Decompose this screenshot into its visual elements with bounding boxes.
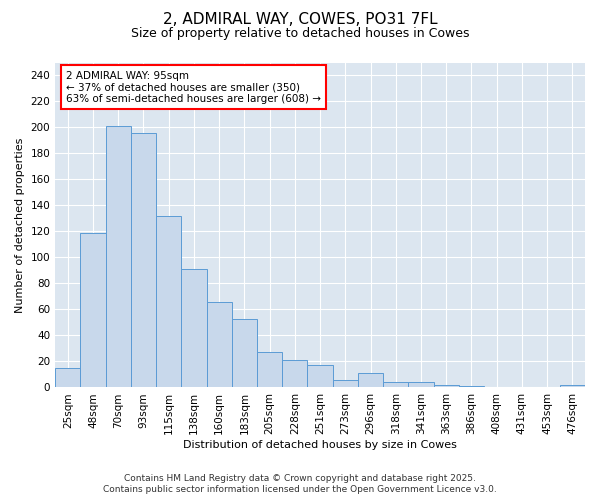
Bar	[80, 233, 106, 388]
Bar	[307, 366, 332, 388]
Bar	[282, 360, 307, 388]
Bar	[459, 386, 484, 388]
Bar	[257, 352, 282, 388]
Bar	[560, 385, 585, 388]
Bar	[55, 368, 80, 388]
Bar	[332, 380, 358, 388]
Text: 2 ADMIRAL WAY: 95sqm
← 37% of detached houses are smaller (350)
63% of semi-deta: 2 ADMIRAL WAY: 95sqm ← 37% of detached h…	[66, 70, 321, 104]
Text: Size of property relative to detached houses in Cowes: Size of property relative to detached ho…	[131, 28, 469, 40]
Bar	[409, 382, 434, 388]
Y-axis label: Number of detached properties: Number of detached properties	[15, 138, 25, 312]
Bar	[383, 382, 409, 388]
Bar	[434, 385, 459, 388]
Bar	[181, 269, 206, 388]
Text: Contains HM Land Registry data © Crown copyright and database right 2025.
Contai: Contains HM Land Registry data © Crown c…	[103, 474, 497, 494]
Bar	[232, 318, 257, 388]
X-axis label: Distribution of detached houses by size in Cowes: Distribution of detached houses by size …	[183, 440, 457, 450]
Text: 2, ADMIRAL WAY, COWES, PO31 7FL: 2, ADMIRAL WAY, COWES, PO31 7FL	[163, 12, 437, 28]
Bar	[131, 132, 156, 388]
Bar	[358, 373, 383, 388]
Bar	[156, 216, 181, 388]
Bar	[206, 302, 232, 388]
Bar	[106, 126, 131, 388]
